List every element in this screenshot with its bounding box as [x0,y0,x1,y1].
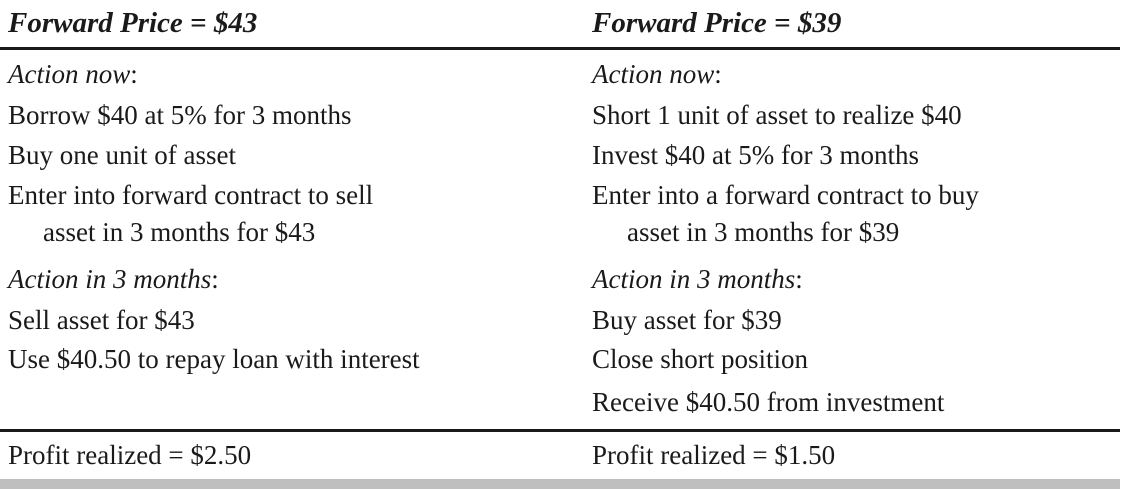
right-now-item: Short 1 unit of asset to realize $40 [592,100,962,130]
right-action-later-colon: : [795,264,803,294]
right-later-item: Receive $40.50 from investment [592,387,945,417]
left-action-now-heading: Action now: [8,58,138,90]
left-action-now-label: Action now [8,59,131,89]
right-now-item: Invest $40 at 5% for 3 months [592,140,919,170]
profit-rule [0,429,1120,432]
right-action-now-heading: Action now: [592,58,722,90]
left-later-item: Sell asset for $43 [8,305,195,335]
right-now-item-continued: asset in 3 months for $39 [627,217,900,247]
left-action-later-label: Action in 3 months [8,264,212,294]
left-now-item: Enter into forward contract to sell [8,180,374,210]
right-action-now-colon: : [714,59,722,89]
right-column-header: Forward Price = $39 [592,7,842,39]
left-action-later-colon: : [211,264,219,294]
right-later-item: Buy asset for $39 [592,305,782,335]
right-later-item: Close short position [592,344,809,374]
left-now-item: Buy one unit of asset [8,140,236,170]
right-now-item: Enter into a forward contract to buy [592,180,979,210]
left-action-now-colon: : [130,59,138,89]
left-column-header: Forward Price = $43 [8,7,258,39]
left-profit-realized: Profit realized = $2.50 [8,440,252,470]
table-header-row: Forward Price = $43 Forward Price = $39 [0,0,1120,48]
bottom-shaded-band [0,479,1120,489]
left-later-item: Use $40.50 to repay loan with interest [8,344,420,374]
left-now-item-continued: asset in 3 months for $43 [43,217,316,247]
right-action-now-label: Action now [592,59,715,89]
right-action-later-label: Action in 3 months [592,264,796,294]
right-action-later-heading: Action in 3 months: [592,263,803,295]
header-rule [0,47,1120,50]
left-now-item: Borrow $40 at 5% for 3 months [8,100,352,130]
right-profit-realized: Profit realized = $1.50 [592,440,836,470]
left-action-later-heading: Action in 3 months: [8,263,219,295]
